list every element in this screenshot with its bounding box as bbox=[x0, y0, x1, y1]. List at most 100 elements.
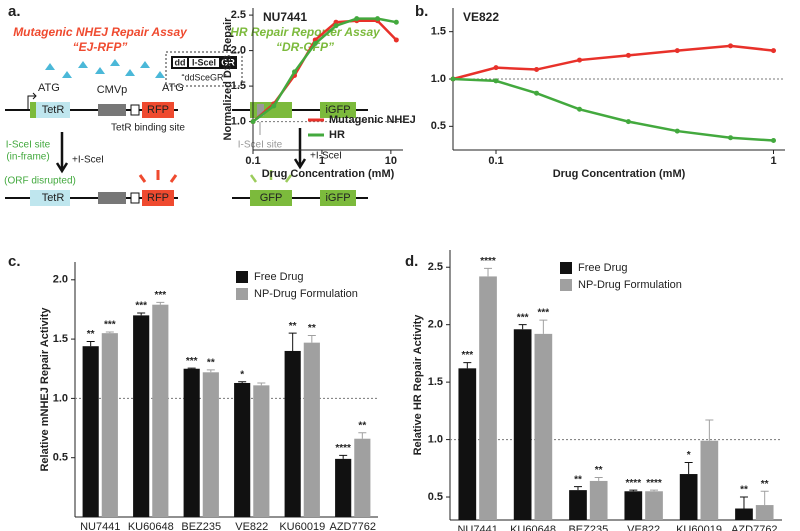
data-point bbox=[312, 41, 318, 46]
y-tick-label: 1.0 bbox=[431, 73, 446, 85]
panel-label: d. bbox=[405, 253, 418, 270]
error-bar bbox=[760, 490, 769, 506]
significance: *** bbox=[186, 356, 198, 367]
site-label: I-SceI site bbox=[238, 140, 283, 151]
x-tick-label: BEZ235 bbox=[181, 521, 221, 531]
data-point bbox=[771, 138, 777, 144]
tetr-box bbox=[30, 102, 70, 118]
y-tick-label: 1.5 bbox=[231, 80, 246, 92]
right-title: HR Repair Reporter Assay bbox=[230, 25, 381, 39]
atg: ATG bbox=[162, 82, 184, 94]
data-point bbox=[577, 106, 583, 112]
series-line bbox=[252, 17, 397, 123]
y-axis-label: Normalized DSB Repair bbox=[222, 17, 234, 141]
x-tick-label: VE822 bbox=[627, 524, 660, 531]
error-bar bbox=[105, 331, 114, 334]
x-tick-label: AZD7762 bbox=[330, 521, 376, 531]
bar bbox=[354, 438, 371, 517]
significance: *** bbox=[154, 290, 166, 301]
y-tick-label: 1.5 bbox=[428, 376, 443, 388]
panel-label: a. bbox=[8, 3, 21, 20]
x-tick-label: 1 bbox=[319, 155, 325, 167]
error-bar bbox=[739, 496, 748, 509]
error-bar bbox=[463, 362, 472, 369]
y-tick-label: 1.5 bbox=[53, 333, 68, 345]
significance: *** bbox=[135, 301, 147, 312]
construct-part: GR bbox=[221, 57, 235, 67]
error-bar bbox=[339, 454, 348, 459]
significance: * bbox=[687, 450, 691, 461]
error-bar bbox=[684, 462, 693, 475]
error-bar bbox=[573, 486, 582, 491]
y-tick-label: 0.5 bbox=[53, 452, 68, 464]
error-bar bbox=[539, 319, 548, 334]
bar bbox=[335, 458, 352, 517]
significance: **** bbox=[335, 443, 351, 454]
atg: ATG bbox=[38, 82, 60, 94]
bar bbox=[589, 480, 608, 520]
x-tick-label: KU60019 bbox=[279, 521, 325, 531]
promoter-arrow bbox=[27, 92, 37, 110]
error-bar bbox=[187, 367, 196, 369]
significance: ** bbox=[574, 474, 582, 485]
arrow bbox=[55, 132, 69, 174]
panel-label: b. bbox=[415, 3, 428, 20]
isce-site bbox=[257, 104, 264, 116]
legend-swatch bbox=[560, 262, 572, 274]
x-tick-label: 10 bbox=[385, 155, 397, 167]
x-axis-label: Drug Concentration (mM) bbox=[262, 168, 395, 180]
arrow-label: +I-SceI bbox=[310, 151, 342, 162]
x-tick-label: VE822 bbox=[235, 521, 268, 531]
gfp-box bbox=[250, 190, 292, 206]
series-line bbox=[452, 44, 774, 81]
data-point bbox=[271, 103, 277, 109]
x-tick-label: BEZ235 bbox=[568, 524, 608, 531]
significance: ** bbox=[308, 323, 316, 334]
significance: *** bbox=[461, 350, 473, 361]
left-title: Mutagenic NHEJ Repair Assay bbox=[13, 25, 188, 39]
error-bar bbox=[358, 432, 367, 439]
rfp-burst bbox=[138, 170, 178, 183]
data-point bbox=[625, 119, 631, 125]
bar bbox=[700, 440, 719, 520]
significance: ** bbox=[740, 485, 748, 496]
bar bbox=[735, 508, 753, 520]
significance: *** bbox=[517, 312, 529, 323]
bar bbox=[624, 491, 643, 520]
rfp-box bbox=[142, 102, 174, 118]
significance: *** bbox=[538, 308, 550, 319]
data-point bbox=[354, 16, 360, 22]
rfp: RFP bbox=[147, 192, 169, 204]
bar bbox=[303, 342, 320, 517]
significance: ** bbox=[358, 420, 366, 431]
significance: **** bbox=[626, 478, 642, 489]
significance: **** bbox=[646, 478, 662, 489]
y-tick-label: 0.5 bbox=[428, 491, 443, 503]
bar bbox=[458, 368, 477, 520]
data-point bbox=[450, 76, 456, 82]
bar bbox=[513, 329, 532, 520]
arrow-label: +I-SceI bbox=[72, 155, 104, 166]
data-point bbox=[577, 57, 583, 63]
gfp-box bbox=[250, 102, 292, 118]
x-axis-label: Drug Concentration (mM) bbox=[553, 168, 686, 180]
y-tick-label: 1.0 bbox=[231, 116, 246, 128]
left-subtitle: “EJ-RFP” bbox=[73, 40, 128, 54]
significance: ** bbox=[87, 329, 95, 340]
construct-part: I-SceI bbox=[192, 57, 216, 67]
error-bar bbox=[307, 335, 316, 343]
chart-title: NU7441 bbox=[263, 10, 307, 24]
igfp-box bbox=[320, 102, 356, 118]
legend-label: HR bbox=[329, 129, 345, 141]
legend-label: NP-Drug Formulation bbox=[578, 279, 682, 291]
data-point bbox=[333, 19, 339, 25]
bar bbox=[479, 276, 497, 520]
bar bbox=[82, 346, 99, 517]
x-tick-label: 0.1 bbox=[488, 155, 503, 167]
tetr: TetR bbox=[42, 104, 65, 116]
igfp: iGFP bbox=[325, 104, 350, 116]
significance: ** bbox=[207, 358, 215, 369]
binding-box bbox=[130, 104, 140, 116]
error-bar bbox=[137, 312, 146, 316]
legend-label: Free Drug bbox=[254, 271, 304, 283]
